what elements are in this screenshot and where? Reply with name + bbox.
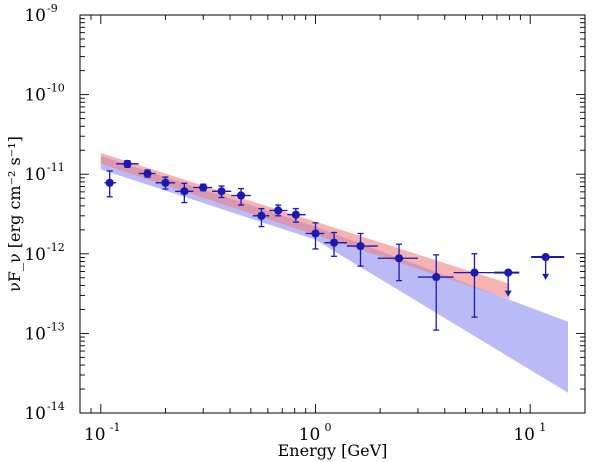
x-tick-label: 10 bbox=[299, 425, 321, 445]
y-tick-label: 10 bbox=[24, 86, 46, 106]
point-marker bbox=[504, 268, 513, 277]
y-axis-label: νF_ν [erg cm⁻² s⁻¹] bbox=[5, 136, 24, 292]
point-marker bbox=[541, 252, 550, 262]
y-tick-label: 10 bbox=[24, 404, 46, 424]
data-point bbox=[417, 254, 454, 331]
y-tick-label-exp: -13 bbox=[47, 320, 65, 333]
point-marker bbox=[180, 187, 189, 196]
upper-limit bbox=[531, 252, 565, 280]
data-point bbox=[104, 170, 117, 198]
point-marker bbox=[217, 187, 226, 196]
x-tick-label-exp: -1 bbox=[110, 421, 121, 434]
point-marker bbox=[470, 268, 479, 277]
point-marker bbox=[257, 211, 266, 220]
point-marker bbox=[394, 254, 404, 263]
y-tick-label-exp: -9 bbox=[47, 2, 58, 15]
data-point bbox=[287, 207, 306, 223]
point-marker bbox=[356, 241, 365, 251]
data-point bbox=[138, 169, 156, 178]
point-marker bbox=[236, 191, 246, 200]
model-band-1 bbox=[100, 155, 569, 393]
data-point bbox=[377, 243, 418, 282]
data-point bbox=[193, 183, 213, 192]
point-marker bbox=[432, 272, 441, 282]
data-point bbox=[155, 176, 176, 190]
x-tick-label-exp: 0 bbox=[325, 421, 332, 434]
x-tick-label: 10 bbox=[84, 425, 106, 445]
x-axis-label: Energy [GeV] bbox=[278, 441, 388, 460]
point-marker bbox=[143, 169, 152, 178]
upper-limit-arrow bbox=[504, 290, 512, 297]
data-point bbox=[453, 253, 495, 318]
data-point bbox=[346, 232, 378, 267]
data-point bbox=[116, 159, 139, 168]
y-tick-label: 10 bbox=[24, 324, 46, 344]
point-marker bbox=[291, 210, 300, 219]
data-points bbox=[104, 159, 565, 331]
axis-ticks bbox=[79, 15, 585, 414]
y-tick-label-exp: -10 bbox=[47, 82, 65, 95]
x-tick-label: 10 bbox=[513, 425, 535, 445]
point-marker bbox=[105, 178, 114, 187]
y-tick-label: 10 bbox=[24, 245, 46, 265]
point-marker bbox=[161, 178, 170, 187]
point-marker bbox=[311, 229, 320, 238]
y-tick-label: 10 bbox=[24, 6, 46, 26]
y-tick-label-exp: -14 bbox=[47, 400, 65, 413]
upper-limit bbox=[494, 268, 520, 297]
plot-frame bbox=[79, 14, 586, 414]
data-point bbox=[269, 204, 288, 217]
data-point bbox=[252, 207, 270, 228]
data-point bbox=[212, 185, 232, 199]
y-tick-label: 10 bbox=[24, 165, 46, 185]
x-tick-label-exp: 1 bbox=[539, 421, 546, 434]
point-marker bbox=[199, 183, 208, 192]
data-point bbox=[231, 187, 251, 206]
data-point bbox=[305, 222, 325, 250]
data-point bbox=[324, 231, 347, 257]
y-tick-label-exp: -11 bbox=[47, 161, 65, 174]
data-point bbox=[175, 182, 194, 204]
point-marker bbox=[329, 238, 339, 247]
point-marker bbox=[123, 159, 132, 168]
upper-limit-arrow bbox=[542, 273, 550, 280]
y-tick-label-exp: -12 bbox=[47, 241, 65, 254]
point-marker bbox=[274, 206, 283, 215]
